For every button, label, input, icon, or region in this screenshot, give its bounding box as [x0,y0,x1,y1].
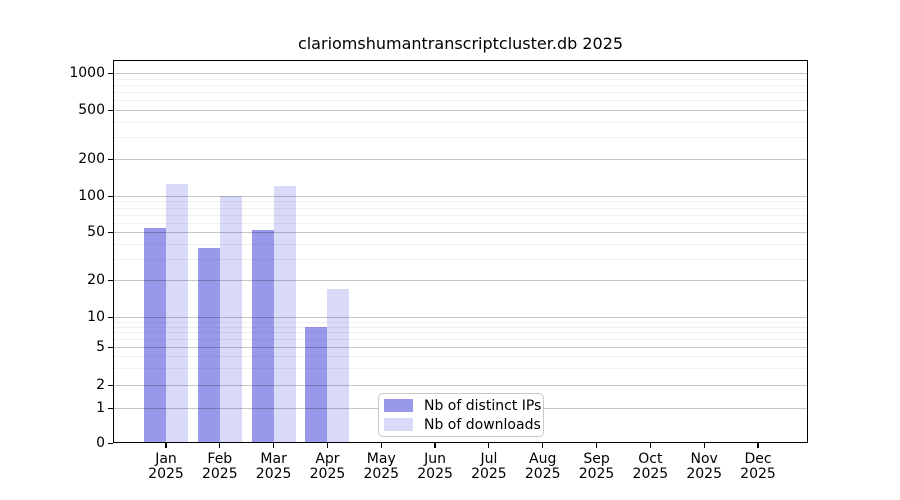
y-tick-mark [108,407,113,409]
x-axis-tick-label: Sep 2025 [578,451,615,482]
minor-gridline [113,137,808,139]
bar-distinct-ips-feb [197,247,220,443]
y-axis-tick-label: 500 [78,102,105,118]
x-tick-mark [595,443,598,448]
y-axis-tick-label: 20 [87,272,105,288]
y-tick-mark [108,346,113,348]
minor-gridline [113,84,808,86]
x-axis-tick-label: Mar 2025 [255,451,292,482]
y-axis-tick-label: 100 [78,188,105,204]
minor-gridline [113,321,808,323]
x-axis-tick-label: Jan 2025 [148,451,184,482]
bar-distinct-ips-jan [144,228,166,443]
minor-gridline [113,339,808,341]
minor-gridline [113,332,808,334]
x-tick-mark [542,443,544,448]
minor-gridline [113,368,808,370]
minor-gridline [113,78,808,80]
y-tick-mark [108,72,113,74]
major-gridline [113,280,808,281]
y-tick-mark [108,109,113,111]
legend-swatch-downloads [384,418,413,431]
x-tick-mark [649,443,651,448]
major-gridline [113,159,808,160]
bar-downloads-jan [166,184,188,443]
minor-gridline [113,92,808,94]
y-axis-tick-label: 1 [96,400,105,416]
y-tick-mark [108,384,113,386]
y-axis-tick-label: 1000 [69,65,105,81]
y-axis-tick-label: 2 [96,377,105,393]
minor-gridline [113,214,808,216]
y-axis-tick-label: 0 [96,435,105,451]
x-axis-tick-label: Aug 2025 [524,451,561,482]
x-tick-mark [380,443,382,448]
x-tick-mark [165,443,167,448]
minor-gridline [113,121,808,123]
major-gridline [113,232,808,233]
minor-gridline [113,356,808,358]
legend-item-distinct-ips: Nb of distinct IPs [384,399,543,413]
minor-gridline [113,222,808,224]
y-tick-mark [108,279,113,281]
bar-downloads-mar [273,186,296,443]
x-tick-mark [273,443,275,448]
y-tick-mark [108,316,113,318]
y-tick-mark [108,158,113,160]
x-tick-mark [219,443,221,448]
minor-gridline [113,258,808,260]
bar-downloads-apr [327,288,350,443]
y-axis-tick-label: 50 [87,224,105,240]
y-tick-mark [108,231,113,233]
legend: Nb of distinct IPs Nb of downloads [378,393,544,437]
x-axis-tick-label: Dec 2025 [740,451,776,482]
x-tick-mark [434,443,436,448]
legend-item-downloads: Nb of downloads [384,418,543,432]
minor-gridline [113,243,808,245]
legend-label-downloads: Nb of downloads [424,416,541,433]
legend-swatch-distinct-ips [384,399,413,412]
bar-distinct-ips-apr [305,326,328,443]
x-axis-tick-label: Feb 2025 [201,451,238,482]
chart-title: clariomshumantranscriptcluster.db 2025 [297,34,624,53]
x-axis-tick-label: May 2025 [363,451,400,482]
plot-frame [113,60,808,443]
x-axis-tick-label: Nov 2025 [686,451,722,482]
x-axis-tick-label: Oct 2025 [632,451,669,482]
x-tick-mark [703,443,705,448]
major-gridline [113,317,808,318]
major-gridline [113,73,808,74]
y-axis-tick-label: 10 [87,309,105,325]
x-axis-tick-label: Apr 2025 [309,451,346,482]
major-gridline [113,196,808,197]
minor-gridline [113,207,808,209]
x-axis-tick-label: Jun 2025 [417,451,453,482]
minor-gridline [113,326,808,328]
minor-gridline [113,100,808,102]
legend-label-distinct-ips: Nb of distinct IPs [424,397,542,414]
bar-downloads-feb [219,196,242,443]
y-axis-tick-label: 200 [78,151,105,167]
x-tick-mark [757,443,759,448]
x-axis-tick-label: Jul 2025 [471,451,507,482]
y-axis-tick-label: 5 [96,339,105,355]
major-gridline [113,385,808,386]
y-tick-mark [108,195,113,197]
x-tick-mark [326,443,329,448]
minor-gridline [113,201,808,203]
bar-distinct-ips-mar [251,229,274,443]
major-gridline [113,347,808,348]
major-gridline [113,110,808,111]
y-tick-mark [108,442,113,444]
x-tick-mark [488,443,490,448]
